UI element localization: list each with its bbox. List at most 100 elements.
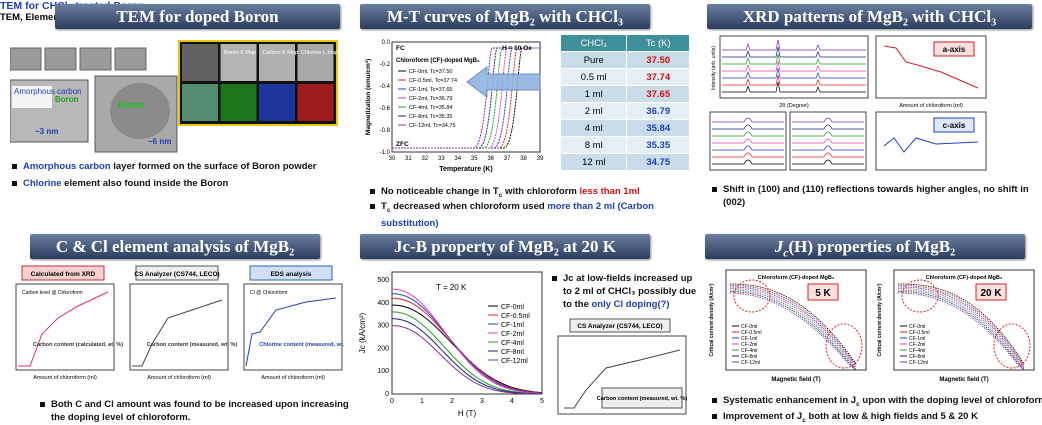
- x-tick-label: 32: [422, 156, 429, 162]
- map-label: Boron K Map: [224, 50, 256, 56]
- legend-label: CF-8ml: [501, 349, 524, 356]
- y-tick-label: -0.2: [380, 62, 391, 68]
- bullet-text: decreased when chloroform used: [391, 201, 548, 212]
- y-tick-label: -0.6: [380, 106, 391, 112]
- title-part: J: [775, 237, 784, 256]
- bullet-text: element also found inside the Boron: [62, 178, 229, 189]
- x-tick-label: 37: [504, 156, 511, 162]
- x-tick-label: 34: [454, 156, 461, 162]
- table-cell: 37.74: [627, 69, 690, 86]
- x-tick-label: 36: [487, 156, 494, 162]
- x-tick-label: 31: [405, 156, 412, 162]
- x-tick-label: 2: [450, 398, 454, 405]
- table-cell: 37.50: [627, 52, 690, 69]
- zfc-label: ZFC: [396, 141, 409, 148]
- table-cell: 1 ml: [561, 86, 627, 103]
- legend-label: CF-12ml: [741, 360, 760, 366]
- y-tick-label: -1.0: [380, 150, 391, 156]
- panel-title: XRD patterns of MgB₂ with CHCl₃: [707, 4, 1032, 29]
- chart-caption: EDS analysis: [271, 271, 312, 278]
- legend-label: CF-2ml: [501, 331, 524, 338]
- c-axis-label: c-axis: [943, 121, 966, 130]
- temperature-label: 5 K: [815, 288, 831, 299]
- panel-title: M-T curves of MgB₂ with CHCl₃: [360, 4, 650, 29]
- legend-label: CF-0.5ml, Tc=37.74: [409, 78, 457, 84]
- map-label: Carbon K Map: [263, 50, 298, 56]
- table-cell: 0.5 ml: [561, 69, 627, 86]
- bullet-text: only Cl doping(?): [592, 299, 670, 310]
- bullet: Both C and Cl amount was found to be inc…: [40, 398, 351, 424]
- chart-title: Chloroform (CF)-doped MgB₂: [926, 275, 1003, 281]
- inset-caption: CS Analyzer (CS744, LECO): [577, 323, 662, 330]
- figure-frame: [790, 112, 866, 170]
- temperature-label: T = 20 K: [436, 283, 467, 292]
- bullet: Tc decreased when chloroform used more t…: [370, 200, 701, 230]
- table-cell: 4 ml: [561, 120, 627, 137]
- x-axis-label: Amount of chloroform (ml): [147, 375, 211, 381]
- table-row: 1 ml37.65: [561, 86, 690, 103]
- tem-thumb: [10, 48, 41, 70]
- temperature-label: 20 K: [980, 288, 1002, 299]
- bullet: Amorphous carbon layer formed on the sur…: [12, 160, 353, 173]
- panel-title: Jc-B property of MgB₂ at 20 K: [360, 234, 650, 259]
- bullet-text: No noticeable change in T: [381, 186, 499, 197]
- tem-label: ~6 nm: [148, 137, 171, 146]
- x-axis-label: H (T): [458, 409, 477, 418]
- x-axis-label: Magnetic field (T): [771, 377, 820, 383]
- bullet-text: layer formed on the surface of Boron pow…: [111, 161, 317, 172]
- slide-montage: TEM for doped BoronTEM for CHCl₃ treated…: [0, 0, 1042, 425]
- y-tick-label: 0.0: [382, 40, 391, 46]
- x-axis-label: Magnetic field (T): [939, 377, 988, 383]
- panel-title: TEM for doped Boron: [55, 4, 340, 29]
- tem-images: Amorphous carbonBoron~3 nmBoron~6 nm: [10, 46, 180, 154]
- header-cell: CHCl₃: [561, 35, 627, 52]
- legend-label: CF-0ml: [501, 304, 524, 311]
- legend-label: CF-2ml, Tc=36.79: [409, 96, 452, 102]
- map-tile: [182, 84, 218, 121]
- tem-thumb: [45, 48, 76, 70]
- y-tick-label: 400: [377, 300, 389, 307]
- table-cell: 2 ml: [561, 103, 627, 120]
- panel-title: Jc(H) properties of MgB₂: [705, 234, 1025, 259]
- legend-label: CF-8ml, Tc=35.35: [409, 114, 452, 120]
- legend-label: CF-4ml: [501, 340, 524, 347]
- x-axis-label: 2θ (Degree): [779, 103, 809, 109]
- xrd-figures: a-axis c-axis 2θ (Degree) Intensity (arb. u…: [706, 34, 1040, 176]
- y-axis-label: Critical current density (A/cm²): [709, 283, 715, 356]
- bullet: Systematic enhancement in Jc upon with t…: [712, 394, 1042, 411]
- x-tick-label: 1: [420, 398, 424, 405]
- cs-inset: CS Analyzer (CS744, LECO)Carbon content …: [550, 318, 690, 418]
- bullet-text: upon with the doping level of chloroform: [860, 395, 1042, 406]
- table-row: 2 ml36.79: [561, 103, 690, 120]
- x-tick-label: 0: [390, 398, 394, 405]
- map-tile: [259, 84, 295, 121]
- x-axis-label: Amount of chloroform (ml): [33, 375, 97, 381]
- x-tick-label: 33: [438, 156, 445, 162]
- table-row: Pure37.50: [561, 52, 690, 69]
- y-axis-label: Intensity (arb. units): [711, 46, 717, 90]
- legend-label: CF-12ml: [909, 360, 928, 366]
- bullet-text: both at low & high fields and 5 & 20 K: [806, 411, 978, 422]
- x-tick-label: 39: [537, 156, 544, 162]
- legend-label: CF-12ml: [501, 358, 528, 365]
- table-header: CHCl₃Tc (K): [561, 35, 690, 52]
- table-row: 12 ml34.75: [561, 154, 690, 171]
- jc-b-chart: 0123450100200300400500H (T)Jc (kA/cm²)T …: [356, 266, 548, 422]
- bullet-text: Both C and Cl amount was found to be inc…: [51, 399, 349, 423]
- legend-label: CF-0ml, Tc=37.50: [409, 69, 452, 75]
- x-tick-label: 30: [389, 156, 396, 162]
- y-tick-label: 200: [377, 345, 389, 352]
- x-axis-label: Amount of chloroform (ml): [261, 375, 325, 381]
- y-axis-label: Jc (kA/cm²): [358, 312, 367, 353]
- x-tick-label: 5: [540, 398, 544, 405]
- bullet-text: Amorphous carbon: [23, 161, 111, 172]
- table-cell: 35.35: [627, 137, 690, 154]
- y-axis-label: Critical current density (A/cm²): [877, 283, 883, 356]
- chart-legend: Cl @ Chloroform: [250, 290, 287, 296]
- a-axis-label: a-axis: [943, 45, 966, 54]
- y-axis-label: Magnetization (emu/cm³): [365, 59, 372, 135]
